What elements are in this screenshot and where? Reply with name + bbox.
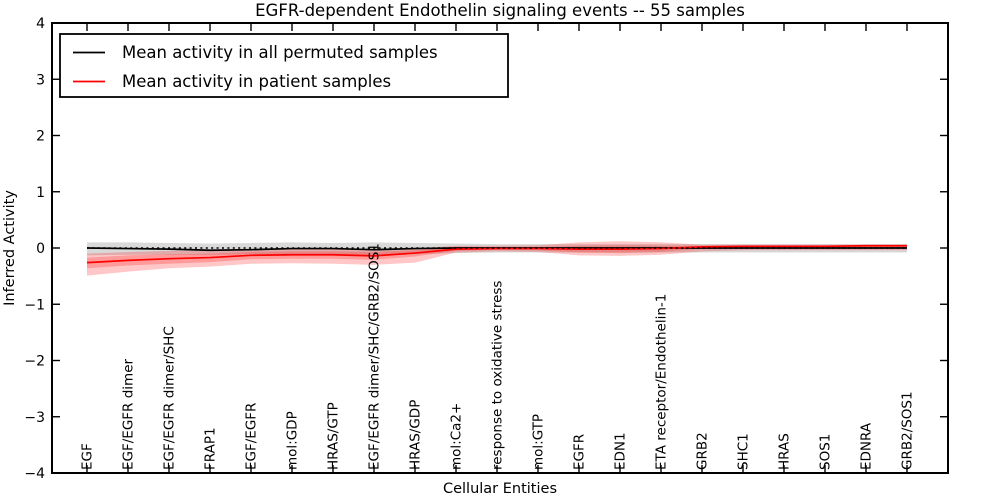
legend: Mean activity in all permuted samples Me… [59, 33, 509, 98]
x-tick-label: HRAS/GDP [408, 400, 424, 470]
y-tick-label: −3 [24, 410, 45, 426]
series-line-patient [86, 244, 907, 264]
x-tick-label: EGF/EGFR dimer/SHC [162, 326, 178, 470]
y-tick-label: 3 [36, 72, 45, 88]
x-tick-label: ETA receptor/Endothelin-1 [654, 294, 670, 470]
legend-label-permuted: Mean activity in all permuted samples [122, 43, 438, 62]
x-tick-label: EDN1 [613, 432, 629, 470]
x-tick-label: SOS1 [818, 434, 834, 470]
x-tick-label: EGF/EGFR dimer [121, 358, 137, 470]
legend-label-patient: Mean activity in patient samples [122, 72, 391, 91]
y-tick-label: 4 [36, 16, 45, 32]
chart-title: EGFR-dependent Endothelin signaling even… [255, 1, 745, 20]
y-tick-label: −2 [24, 354, 45, 370]
y-tick-label: 0 [36, 241, 45, 257]
x-axis-label: Cellular Entities [443, 481, 557, 497]
plot-frame [51, 22, 949, 474]
x-tick-label: GRB2 [695, 432, 711, 470]
x-tick-label: mol:GDP [285, 411, 301, 470]
x-tick-label: HRAS/GTP [326, 402, 342, 470]
series-lines [86, 244, 907, 264]
y-tick-label: 1 [36, 185, 45, 201]
x-tick-label: HRAS [777, 433, 793, 470]
y-tick-label: −4 [24, 466, 45, 482]
x-tick-label: SHC1 [736, 433, 752, 470]
y-tick-labels: −4 −3 −2 −1 0 1 2 3 4 [24, 16, 45, 482]
x-tick-labels: EGF EGF/EGFR dimer EGF/EGFR dimer/SHC FRAP1… [80, 243, 916, 470]
x-tick-label: response to oxidative stress [490, 281, 506, 470]
y-axis-label: Inferred Activity [2, 190, 18, 306]
axis-ticks [53, 22, 947, 474]
legend-box [59, 33, 509, 98]
x-tick-label: mol:Ca2+ [449, 403, 465, 470]
x-tick-label: EDNRA [859, 422, 875, 470]
y-tick-label: −1 [24, 297, 45, 313]
x-tick-label: EGF [80, 443, 96, 470]
x-tick-label: FRAP1 [203, 427, 219, 470]
patient-samples-outer-band [87, 241, 907, 276]
y-tick-label: 2 [36, 129, 45, 145]
x-tick-label: mol:GTP [531, 414, 547, 470]
x-tick-label: GRB2/SOS1 [900, 391, 916, 470]
x-tick-label: EGFR [572, 434, 588, 470]
x-tick-label: EGF/EGFR [244, 403, 260, 470]
x-tick-label: EGF/EGFR dimer/SHC/GRB2/SOS1 [367, 243, 383, 470]
